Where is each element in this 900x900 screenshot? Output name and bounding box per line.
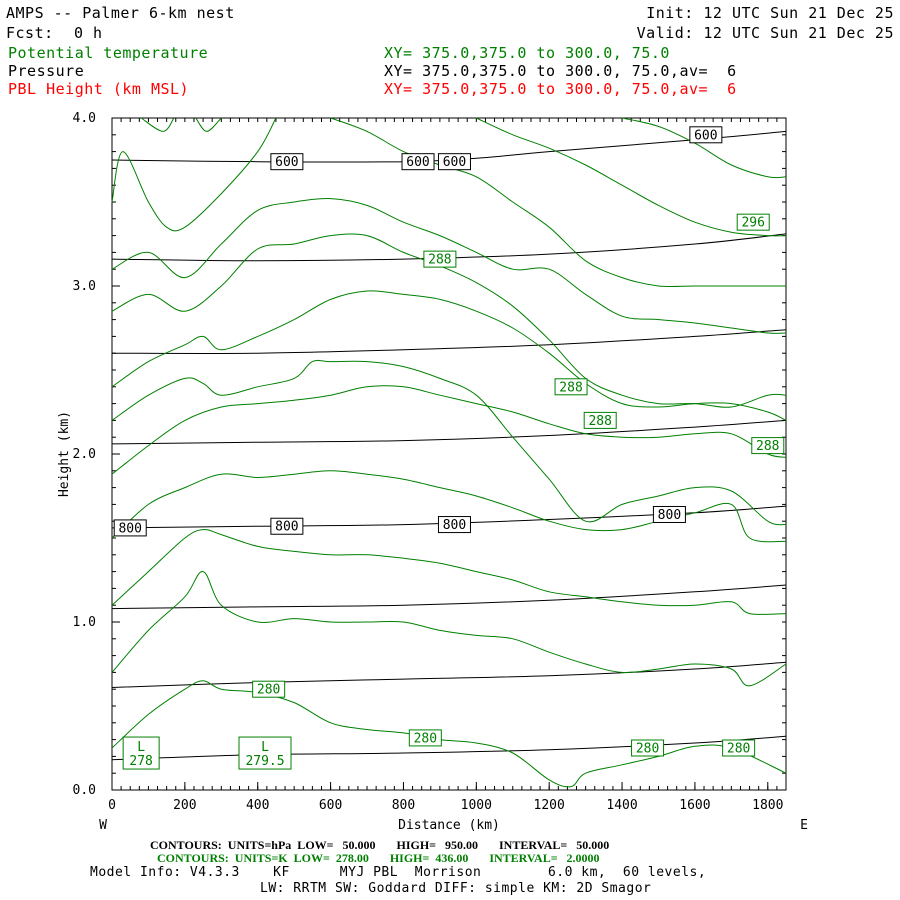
isentrope-label-box <box>252 680 286 698</box>
low-marker-box <box>122 736 160 770</box>
isobar-label-box <box>689 126 723 144</box>
isentrope-line <box>111 117 277 232</box>
legend-pbl-label: PBL Height (km MSL) <box>8 80 190 98</box>
east-label: E <box>800 818 808 833</box>
y-tick-label: 0.0 <box>73 783 96 798</box>
x-tick-label: 0 <box>108 798 116 813</box>
low-marker-value: 278 <box>129 754 152 769</box>
isobar-label-box <box>401 153 435 171</box>
legend-theta-label: Potential temperature <box>8 44 209 62</box>
isentrope-line <box>111 680 787 788</box>
low-marker-value: 279.5 <box>245 754 284 769</box>
y-tick-label: 2.0 <box>73 447 96 462</box>
isobar-line <box>111 419 787 445</box>
isobar-label: 800 <box>275 520 298 535</box>
isentrope-line <box>111 385 787 475</box>
legend-theta-xy: XY= 375.0,375.0 to 300.0, 75.0 <box>384 44 670 62</box>
isobar-line <box>111 584 787 610</box>
isentrope-label: 288 <box>559 380 582 395</box>
isentrope-line <box>111 571 787 687</box>
x-tick-label: 1200 <box>534 798 565 813</box>
isentrope-label-box <box>736 213 770 231</box>
isentrope-line <box>476 117 787 237</box>
y-tick-label: 4.0 <box>73 111 96 126</box>
isobar-line <box>111 735 787 761</box>
x-tick-label: 1600 <box>679 798 710 813</box>
isentrope-line <box>111 529 787 615</box>
isentrope-label: 296 <box>741 216 764 231</box>
isentrope-label: 288 <box>756 439 779 454</box>
isentrope-line <box>621 117 787 179</box>
isobar-label-box <box>270 517 304 535</box>
plot-frame <box>111 117 787 791</box>
west-label: W <box>99 818 107 833</box>
low-marker-letter: L <box>261 740 269 755</box>
isentrope-line <box>330 117 786 288</box>
isentrope-label: 280 <box>636 742 659 757</box>
isentrope-line <box>111 290 787 421</box>
isentrope-line <box>111 198 787 334</box>
isentrope-label-box <box>631 739 665 757</box>
isobar-label-box <box>113 519 147 537</box>
isentrope-label-box <box>583 411 617 429</box>
isentrope-label-box <box>751 437 785 455</box>
isobar-label-box <box>270 153 304 171</box>
isobar-label: 800 <box>118 521 141 536</box>
chart-title: AMPS -- Palmer 6-km nest <box>6 4 235 22</box>
y-tick-label: 3.0 <box>73 279 96 294</box>
isentrope-label-box <box>408 729 442 747</box>
x-tick-label: 1800 <box>752 798 783 813</box>
isentrope-line <box>111 233 787 408</box>
isobar-line <box>111 233 787 262</box>
isentrope-label: 280 <box>727 742 750 757</box>
low-marker-box <box>238 736 292 770</box>
isobar-label-box <box>437 516 471 534</box>
isentrope-line <box>195 117 222 132</box>
legend-pressure-label: Pressure <box>8 62 85 80</box>
legend-pbl-xy: XY= 375.0,375.0 to 300.0, 75.0,av= 6 <box>384 80 737 98</box>
x-tick-label: 1000 <box>461 798 492 813</box>
isobar-label: 800 <box>443 518 466 533</box>
isobar-line <box>111 329 787 354</box>
isobar-label: 800 <box>658 508 681 523</box>
x-tick-label: 600 <box>319 798 342 813</box>
isobar-label-box <box>652 505 686 523</box>
x-tick-label: 800 <box>392 798 415 813</box>
low-marker-letter: L <box>137 740 145 755</box>
isentrope-label-box <box>423 250 457 268</box>
footer-physics: LW: RRTM SW: Goddard DIFF: simple KM: 2D… <box>260 881 652 896</box>
legend-pressure-xy: XY= 375.0,375.0 to 300.0, 75.0,av= 6 <box>384 62 737 80</box>
isobar-label: 600 <box>406 155 429 170</box>
isentrope-label-box <box>554 378 588 396</box>
footer-contours-hpa: CONTOURS: UNITS=hPa LOW= 50.000 HIGH= 95… <box>150 838 610 852</box>
y-axis-label: Height (km) <box>57 411 72 497</box>
isentrope-label: 288 <box>428 253 451 268</box>
isobar-label: 600 <box>275 155 298 170</box>
x-tick-label: 1400 <box>606 798 637 813</box>
isobar-label: 600 <box>443 155 466 170</box>
forecast-value: 0 h <box>74 24 103 42</box>
isentrope-label: 280 <box>257 683 280 698</box>
x-tick-label: 400 <box>246 798 269 813</box>
forecast-label: Fcst: <box>6 24 54 42</box>
footer-contours-k: CONTOURS: UNITS=K LOW= 278.00 HIGH= 436.… <box>157 851 600 865</box>
isentrope-label: 280 <box>414 731 437 746</box>
y-tick-label: 1.0 <box>73 615 96 630</box>
isentrope-line <box>140 117 175 132</box>
isobar-line <box>111 661 787 688</box>
isobar-label-box <box>437 153 471 171</box>
isentrope-line <box>111 359 787 526</box>
x-axis-label: Distance (km) <box>398 818 500 833</box>
valid-time: Valid: 12 UTC Sun 21 Dec 25 <box>636 24 894 42</box>
isentrope-line <box>111 470 787 543</box>
isentrope-label-box <box>722 739 756 757</box>
isobar-label: 600 <box>694 128 717 143</box>
isentrope-label: 288 <box>588 414 611 429</box>
init-time: Init: 12 UTC Sun 21 Dec 25 <box>646 4 894 22</box>
footer-model-info: Model Info: V4.3.3 KF MYJ PBL Morrison 6… <box>90 865 707 880</box>
x-tick-label: 200 <box>173 798 196 813</box>
